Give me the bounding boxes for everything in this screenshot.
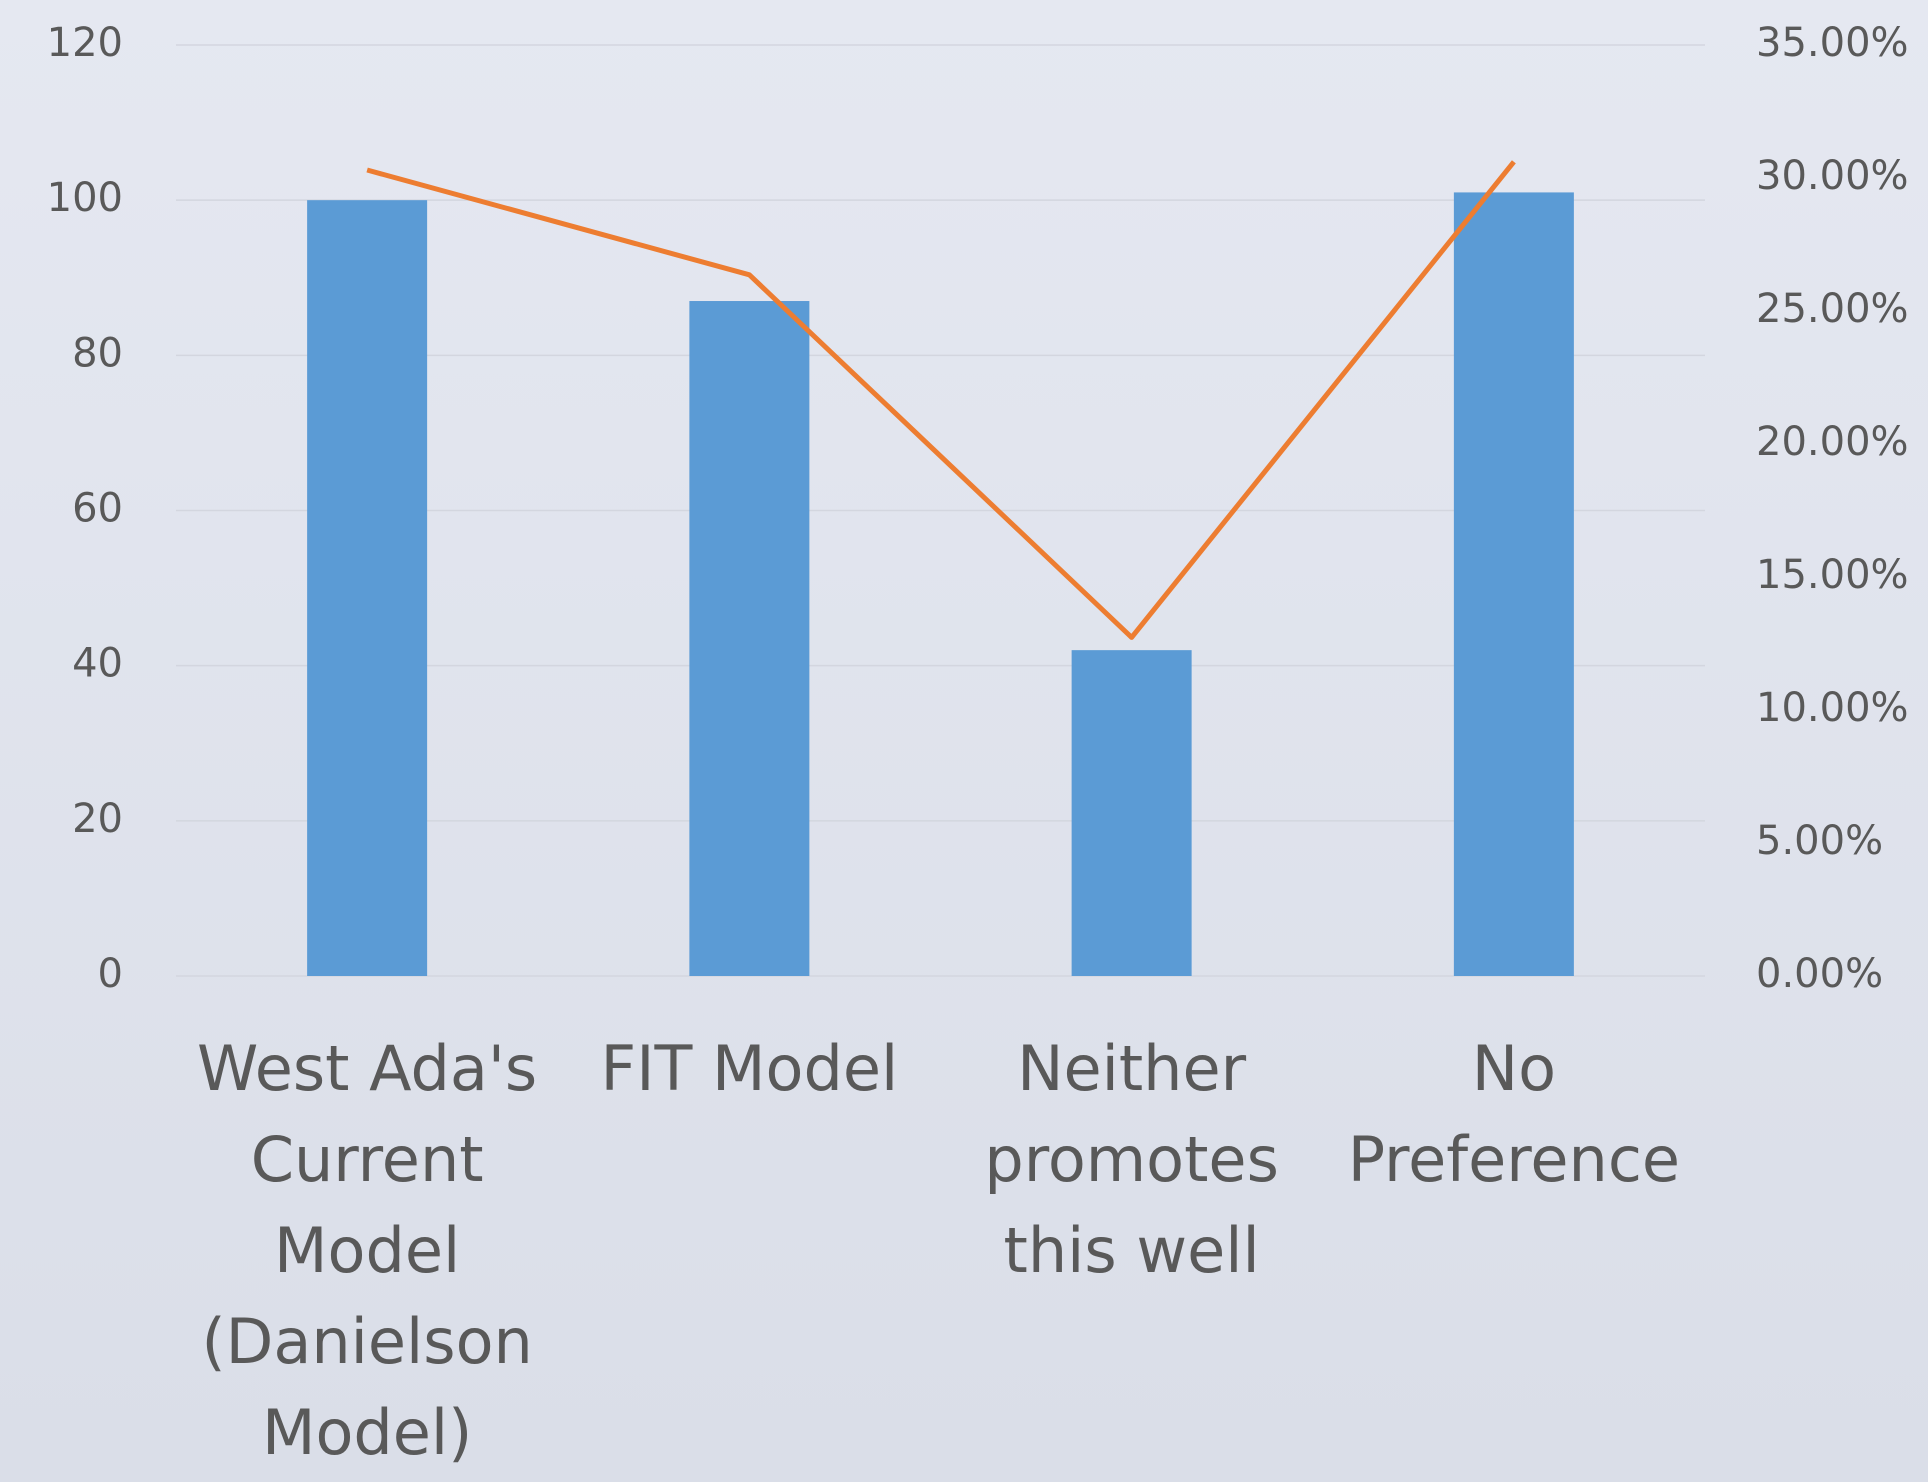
x-tick-label-line: (Danielson (201, 1305, 532, 1378)
y-tick-label: 20 (72, 796, 123, 842)
y2-tick-label: 30.00% (1756, 153, 1909, 199)
y-tick-label: 80 (72, 330, 123, 376)
bar (1071, 650, 1192, 976)
x-tick-label: No Preference (1348, 1032, 1680, 1196)
line (366, 160, 1516, 640)
x-tick-label-line: Model (274, 1214, 460, 1287)
bar (689, 301, 810, 976)
y2-tick-label: 20.00% (1756, 419, 1909, 465)
bar (307, 200, 428, 976)
bar (1453, 192, 1574, 977)
y2-tick-label: 0.00% (1756, 951, 1883, 997)
y-tick-label: 0 (98, 951, 123, 997)
x-tick-label-line: this well (1004, 1214, 1260, 1287)
x-tick-label: West Ada's Current Model (Danielson Model) (197, 1032, 537, 1469)
y-tick-label: 100 (47, 175, 123, 221)
x-tick-label-line: Neither (1017, 1032, 1246, 1105)
y2-tick-label: 10.00% (1756, 685, 1909, 731)
y2-tick-label: 5.00% (1756, 818, 1883, 864)
x-tick-label-line: promotes (984, 1123, 1279, 1196)
x-tick-label-line: Current (251, 1123, 484, 1196)
x-tick-label: FIT Model (601, 1032, 899, 1105)
y-tick-label: 120 (47, 20, 123, 66)
x-tick-label-line: FIT Model (601, 1032, 899, 1105)
x-tick-label-line: No (1472, 1032, 1556, 1105)
y-tick-label: 40 (72, 641, 123, 687)
y2-tick-label: 25.00% (1756, 286, 1909, 332)
y2-tick-label: 15.00% (1756, 552, 1909, 598)
x-tick-label-line: Model) (262, 1396, 472, 1469)
y-tick-label: 60 (72, 486, 123, 532)
x-tick-label-line: West Ada's (197, 1032, 537, 1105)
y2-tick-label: 35.00% (1756, 20, 1909, 66)
x-tick-label-line: Preference (1348, 1123, 1680, 1196)
x-tick-label: Neither promotes this well (984, 1032, 1279, 1287)
